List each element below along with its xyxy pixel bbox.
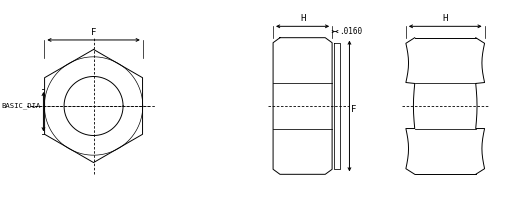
Text: .0160: .0160 <box>339 27 362 36</box>
Text: H: H <box>300 14 305 24</box>
Text: F: F <box>351 105 357 114</box>
Text: F: F <box>91 28 96 37</box>
Text: BASIC_DIA: BASIC_DIA <box>1 103 40 109</box>
Text: H: H <box>443 14 448 24</box>
